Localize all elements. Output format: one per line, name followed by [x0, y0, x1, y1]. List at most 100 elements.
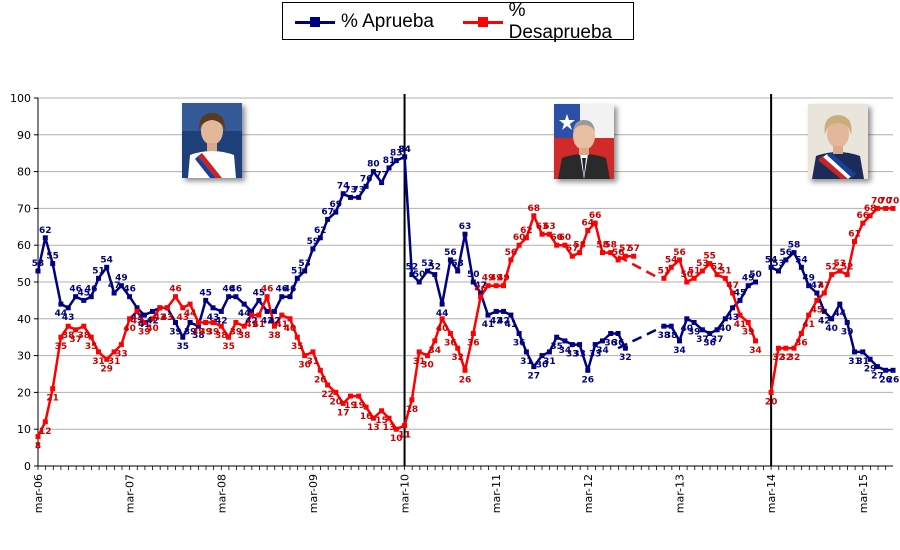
point-aprueba-1-2: [416, 279, 422, 285]
y-tick-label-50: 50: [17, 276, 31, 289]
label-desaprueba-0-9: 29: [100, 364, 113, 374]
point-aprueba-0-6: [81, 297, 87, 303]
point-aprueba-0-28: [249, 308, 254, 314]
label-desaprueba-0-32: 41: [276, 320, 289, 330]
point-aprueba-3-11: [852, 349, 857, 355]
point-aprueba-1-7: [455, 268, 461, 274]
point-aprueba-2-9: [730, 305, 736, 311]
point-desaprueba-0-1: [42, 419, 48, 425]
label-desaprueba-3-2: 32: [780, 353, 793, 363]
legend-item-desaprueba: % Desaprueba: [463, 0, 633, 43]
x-tick-label-mar-09: mar-09: [307, 474, 320, 513]
label-aprueba-0-12: 46: [123, 285, 136, 295]
point-desaprueba-1-3: [425, 353, 430, 359]
point-desaprueba-1-30: [631, 253, 637, 259]
y-tick-label-90: 90: [17, 129, 31, 142]
point-desaprueba-1-14: [508, 257, 514, 263]
label-desaprueba-0-16: 43: [154, 313, 167, 323]
legend-marker-desaprueba: [478, 17, 488, 27]
label-desaprueba-1-17: 68: [528, 204, 541, 214]
point-desaprueba-3-3: [791, 345, 797, 351]
gap-line-1: [617, 255, 660, 280]
point-desaprueba-1-9: [470, 331, 476, 336]
label-desaprueba-3-6: 45: [811, 305, 824, 315]
label-desaprueba-0-44: 13: [367, 423, 380, 433]
label-desaprueba-0-36: 31: [307, 357, 320, 367]
label-desaprueba-0-17: 43: [161, 313, 174, 323]
x-tick-label-mar-06: mar-06: [32, 474, 45, 513]
label-aprueba-1-3: 53: [421, 259, 434, 269]
label-desaprueba-0-45: 15: [375, 416, 388, 426]
label-desaprueba-3-16: 70: [887, 196, 900, 206]
point-aprueba-1-4: [432, 272, 438, 278]
series-line-aprueba-1: [403, 156, 627, 372]
point-desaprueba-0-27: [241, 323, 247, 329]
label-aprueba-1-5: 44: [436, 309, 449, 319]
label-aprueba-2-8: 40: [719, 324, 732, 334]
label-aprueba-0-16: 43: [154, 313, 167, 323]
label-desaprueba-0-6: 38: [78, 331, 91, 341]
point-desaprueba-0-42: [356, 393, 362, 399]
point-desaprueba-3-10: [844, 272, 850, 278]
point-aprueba-0-12: [127, 294, 133, 300]
point-desaprueba-1-21: [562, 242, 568, 248]
label-aprueba-3-2: 56: [780, 248, 793, 258]
label-desaprueba-2-8: 51: [719, 266, 732, 276]
point-desaprueba-1-23: [577, 250, 583, 256]
label-desaprueba-0-33: 40: [284, 324, 297, 334]
label-aprueba-3-7: 42: [818, 316, 831, 326]
label-aprueba-0-46: 81: [383, 156, 396, 166]
point-desaprueba-2-3: [684, 279, 690, 285]
label-aprueba-3-11: 31: [848, 357, 861, 367]
point-desaprueba-0-11: [118, 342, 124, 348]
x-tick-label-mar-14: mar-14: [765, 474, 778, 513]
label-aprueba-1-0: 84: [398, 145, 411, 155]
point-desaprueba-3-15: [883, 205, 889, 211]
point-desaprueba-0-26: [233, 320, 239, 325]
label-aprueba-0-6: 45: [78, 288, 91, 298]
point-aprueba-2-10: [737, 297, 743, 303]
label-aprueba-2-4: 39: [688, 328, 701, 338]
point-desaprueba-0-43: [363, 404, 369, 410]
point-desaprueba-2-10: [737, 312, 743, 318]
label-desaprueba-2-7: 52: [711, 263, 724, 273]
label-aprueba-3-3: 58: [788, 241, 801, 251]
label-aprueba-1-6: 56: [444, 248, 457, 258]
point-desaprueba-0-44: [370, 415, 376, 421]
point-aprueba-0-42: [356, 194, 362, 200]
label-desaprueba-0-40: 17: [337, 408, 350, 418]
label-aprueba-3-16: 26: [887, 375, 900, 385]
point-aprueba-3-0: [768, 264, 774, 270]
point-aprueba-1-8: [462, 231, 468, 237]
label-aprueba-0-25: 46: [222, 285, 235, 295]
label-aprueba-0-34: 51: [291, 266, 304, 276]
label-aprueba-2-5: 37: [696, 335, 709, 345]
point-aprueba-0-44: [370, 169, 376, 175]
label-aprueba-0-39: 69: [330, 200, 343, 210]
point-desaprueba-0-40: [340, 400, 346, 406]
label-aprueba-0-20: 39: [184, 328, 197, 338]
point-aprueba-0-36: [310, 246, 316, 252]
point-desaprueba-1-17: [531, 213, 537, 219]
point-aprueba-3-1: [776, 268, 781, 274]
label-aprueba-0-38: 67: [321, 207, 334, 217]
label-desaprueba-3-12: 66: [857, 211, 870, 221]
point-desaprueba-0-7: [88, 334, 94, 340]
label-desaprueba-2-2: 56: [673, 248, 686, 258]
series-lines: [36, 155, 893, 438]
point-desaprueba-1-8: [462, 367, 468, 373]
label-desaprueba-0-22: 39: [199, 328, 212, 338]
label-desaprueba-1-9: 36: [467, 339, 480, 349]
label-desaprueba-2-1: 54: [665, 255, 678, 265]
point-desaprueba-0-45: [379, 408, 385, 414]
point-desaprueba-3-9: [837, 268, 843, 274]
point-aprueba-0-46: [386, 165, 392, 171]
y-tick-label-30: 30: [17, 350, 31, 363]
y-tick-label-100: 100: [10, 92, 31, 105]
point-desaprueba-3-1: [776, 345, 781, 351]
point-desaprueba-3-12: [860, 220, 866, 226]
point-aprueba-3-10: [844, 320, 850, 325]
point-desaprueba-3-2: [783, 345, 789, 351]
point-desaprueba-0-39: [333, 389, 339, 395]
